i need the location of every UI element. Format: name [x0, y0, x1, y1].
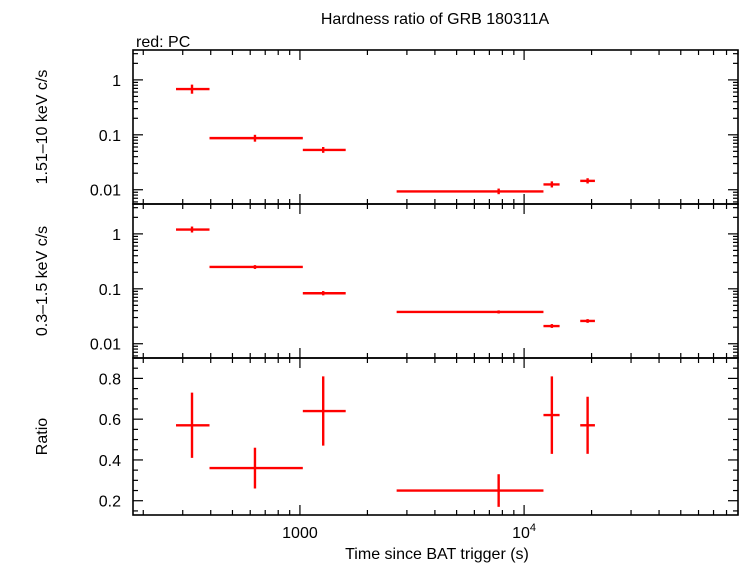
panel-frame-hard	[132, 49, 739, 205]
y-tick-label: 0.01	[90, 183, 121, 200]
y-tick-label: 1	[112, 227, 121, 244]
y-tick-label: 0.8	[99, 371, 121, 388]
data-point-hard	[543, 181, 560, 188]
data-point-ratio	[209, 447, 303, 489]
x-tick-label: 104	[512, 522, 536, 542]
data-point-soft	[580, 319, 595, 323]
data-point-hard	[302, 146, 346, 153]
y-tick-label: 0.4	[99, 453, 121, 470]
y-axis-label-hard: 1.51–10 keV c/s	[34, 70, 51, 185]
data-point-soft	[396, 310, 544, 314]
data-point-ratio	[543, 376, 560, 454]
panel-hard: 1 0.1 0.01 1.51–10 keV c/s	[34, 49, 739, 205]
x-axis-label: Time since BAT trigger (s)	[345, 546, 529, 563]
data-point-soft	[176, 226, 210, 233]
panel-ratio: 0.8 0.6 0.4 0.2 Ratio	[34, 357, 739, 516]
y-axis-label-soft: 0.3–1.5 keV c/s	[34, 226, 51, 336]
panel-frame-soft	[132, 203, 739, 359]
data-point-ratio	[580, 396, 595, 454]
y-tick-label: 0.2	[99, 494, 121, 511]
panel-frame-ratio	[132, 357, 739, 516]
y-tick-label: 0.1	[99, 282, 121, 299]
panel-soft: 1 0.1 0.01 0.3–1.5 keV c/s	[34, 203, 739, 359]
y-tick-label: 0.6	[99, 412, 121, 429]
chart-title: Hardness ratio of GRB 180311A	[321, 11, 550, 28]
data-point-hard	[396, 188, 544, 195]
x-tick-label: 1000	[282, 525, 318, 542]
y-tick-label: 0.1	[99, 128, 121, 145]
data-point-soft	[543, 324, 560, 328]
legend-note: red: PC	[136, 34, 190, 51]
y-tick-label: 1	[112, 73, 121, 90]
y-tick-label: 0.01	[90, 337, 121, 354]
data-point-ratio	[396, 474, 544, 507]
data-point-ratio	[302, 376, 346, 446]
data-point-hard	[176, 84, 210, 94]
panels-group: 1 0.1 0.01 1.51–10 keV c/s 1 0.1 0.01 0.3–1.5 k…	[34, 49, 739, 542]
y-axis-label-ratio: Ratio	[34, 418, 51, 455]
data-point-ratio	[176, 392, 210, 458]
data-point-hard	[209, 134, 303, 142]
data-point-soft	[302, 291, 346, 296]
data-point-hard	[580, 178, 595, 184]
data-point-soft	[209, 265, 303, 269]
